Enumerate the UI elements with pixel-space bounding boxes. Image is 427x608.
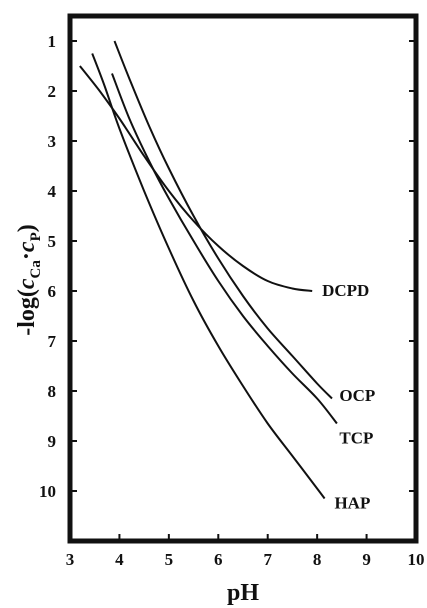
x-tick-label: 4 [115,550,124,569]
y-title-prefix: -log( [14,289,40,336]
y-tick-label: 2 [48,82,57,101]
series-label-hap: HAP [334,494,370,513]
y-tick-label: 9 [48,432,57,451]
series-label-ocp: OCP [339,386,375,405]
y-tick-label: 1 [48,32,57,51]
series-layer [79,40,338,500]
ticks-layer: 3 4 5 6 7 8 9 10 1 2 3 4 5 6 7 8 9 10 [39,32,425,569]
series-label-tcp: TCP [339,429,373,448]
y-title-suffix: ) [14,224,40,232]
y-tick-label: 3 [48,132,57,151]
y-tick-label: 5 [48,232,57,251]
y-axis-title: -log(cCa·cP) [14,224,44,336]
series-label-dcpd: DCPD [322,281,369,300]
y-tick-label: 8 [48,382,57,401]
series-line-dcpd [79,65,313,292]
series-line-hap [91,53,326,500]
series-line-ocp [113,40,333,400]
x-tick-label: 7 [263,550,272,569]
y-title-sub2: P [28,232,44,241]
series-line-tcp [111,73,338,425]
x-tick-label: 10 [408,550,425,569]
x-tick-label: 8 [313,550,322,569]
y-tick-label: 7 [48,332,57,351]
y-title-dot: · [14,252,40,260]
x-tick-label: 3 [66,550,75,569]
y-tick-label: 10 [39,482,56,501]
y-title-sub1: Ca [28,260,44,279]
y-tick-label: 6 [48,282,57,301]
x-tick-label: 6 [214,550,223,569]
y-title-var1: c [14,278,40,289]
x-tick-label: 5 [165,550,174,569]
y-title-var2: c [14,241,40,252]
x-axis-title: pH [227,580,259,606]
series-labels-layer: DCPD OCP TCP HAP [322,281,375,513]
plot-frame [67,13,419,544]
x-tick-label: 9 [362,550,371,569]
y-tick-label: 4 [48,182,57,201]
